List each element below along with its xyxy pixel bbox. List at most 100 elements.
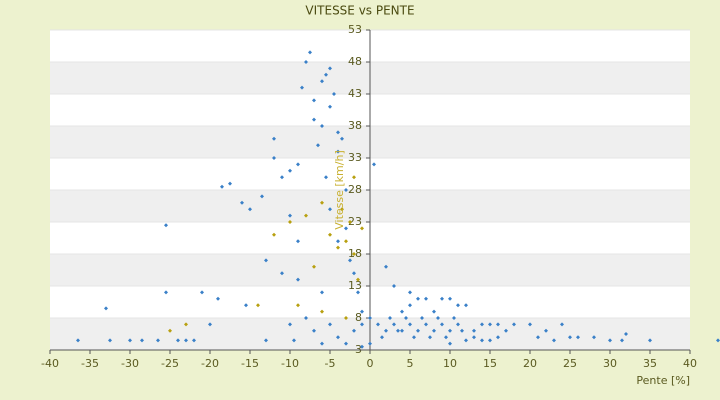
scatter-point: [304, 316, 308, 320]
scatter-point: [320, 79, 324, 84]
scatter-point: [156, 338, 160, 343]
scatter-point: [272, 156, 276, 160]
scatter-point: [404, 316, 408, 320]
scatter-point: [312, 264, 316, 269]
scatter-point: [328, 66, 332, 71]
y-axis-label: Vitesse [km/h]: [333, 150, 346, 230]
y-tick-label: 38: [348, 119, 362, 132]
scatter-point: [440, 296, 444, 301]
scatter-point: [336, 335, 340, 340]
scatter-point: [272, 232, 276, 237]
scatter-point: [296, 303, 300, 308]
x-tick-label: 10: [443, 357, 457, 370]
scatter-point: [360, 309, 364, 314]
scatter-point: [452, 316, 456, 320]
y-tick-label: 23: [348, 215, 362, 228]
scatter-point: [296, 239, 300, 244]
scatter-point: [472, 328, 476, 333]
y-tick-label: 13: [348, 279, 362, 292]
scatter-point: [272, 136, 276, 141]
scatter-point: [400, 309, 404, 314]
scatter-point: [448, 341, 452, 346]
scatter-point: [320, 309, 324, 314]
scatter-point: [356, 277, 360, 282]
scatter-point: [316, 143, 320, 148]
scatter-point: [312, 328, 316, 333]
scatter-point: [576, 335, 580, 340]
scatter-point: [608, 338, 612, 343]
scatter-point: [348, 220, 352, 224]
scatter-point: [256, 303, 260, 308]
scatter-point: [320, 341, 324, 346]
scatter-point: [352, 328, 356, 333]
x-axis-label: Pente [%]: [636, 374, 690, 387]
x-tick-label: 0: [367, 357, 374, 370]
y-tick-label: 28: [348, 183, 362, 196]
x-tick-label: 25: [563, 357, 577, 370]
y-tick-label: 48: [348, 55, 362, 68]
scatter-point: [392, 322, 396, 327]
scatter-point: [356, 290, 360, 295]
scatter-point: [420, 316, 424, 320]
scatter-point: [592, 335, 596, 340]
scatter-point: [320, 290, 324, 295]
scatter-point: [280, 271, 284, 276]
scatter-point: [324, 72, 328, 77]
scatter-point: [184, 322, 188, 327]
scatter-point: [352, 271, 356, 276]
scatter-point: [568, 335, 572, 340]
x-tick-label: 35: [643, 357, 657, 370]
scatter-point: [488, 322, 492, 327]
scatter-point: [192, 338, 196, 343]
scatter-point: [388, 316, 392, 320]
scatter-point: [400, 328, 404, 333]
x-tick-label: -10: [281, 357, 299, 370]
scatter-point: [372, 162, 376, 167]
scatter-point: [428, 335, 432, 340]
scatter-point: [288, 168, 292, 173]
x-tick-label: 20: [523, 357, 537, 370]
scatter-point: [464, 338, 468, 343]
scatter-point: [424, 296, 428, 301]
scatter-point: [328, 232, 332, 237]
scatter-point: [472, 335, 476, 340]
scatter-point: [340, 136, 344, 141]
scatter-point: [344, 316, 348, 320]
scatter-point: [380, 335, 384, 340]
scatter-point: [168, 328, 172, 333]
scatter-point: [344, 239, 348, 244]
scatter-point: [416, 296, 420, 301]
x-tick-label: -30: [121, 357, 139, 370]
x-tick-label: 15: [483, 357, 497, 370]
scatter-point: [432, 328, 436, 333]
scatter-point: [184, 338, 188, 343]
scatter-point: [104, 306, 108, 311]
scatter-point: [328, 322, 332, 327]
scatter-point: [408, 290, 412, 295]
scatter-point: [360, 322, 364, 327]
y-tick-label: 8: [355, 311, 362, 324]
scatter-point: [648, 338, 652, 343]
scatter-point: [340, 207, 344, 212]
x-tick-label: -35: [81, 357, 99, 370]
scatter-point: [496, 322, 500, 327]
scatter-point: [244, 303, 248, 308]
scatter-point: [432, 309, 436, 314]
scatter-point: [512, 322, 516, 327]
scatter-point: [304, 60, 308, 64]
x-tick-label: -40: [41, 357, 59, 370]
scatter-point: [464, 303, 468, 308]
scatter-point: [108, 338, 112, 343]
scatter-point: [288, 213, 292, 218]
scatter-point: [332, 92, 336, 96]
scatter-point: [336, 239, 340, 244]
scatter-point: [368, 316, 372, 320]
scatter-point: [228, 181, 232, 186]
scatter-point: [220, 184, 224, 189]
x-tick-label: 40: [683, 357, 697, 370]
x-tick-label: -25: [161, 357, 179, 370]
scatter-point: [140, 338, 144, 343]
scatter-point: [348, 258, 352, 263]
scatter-point: [456, 322, 460, 327]
y-tick-label: 53: [348, 23, 362, 36]
